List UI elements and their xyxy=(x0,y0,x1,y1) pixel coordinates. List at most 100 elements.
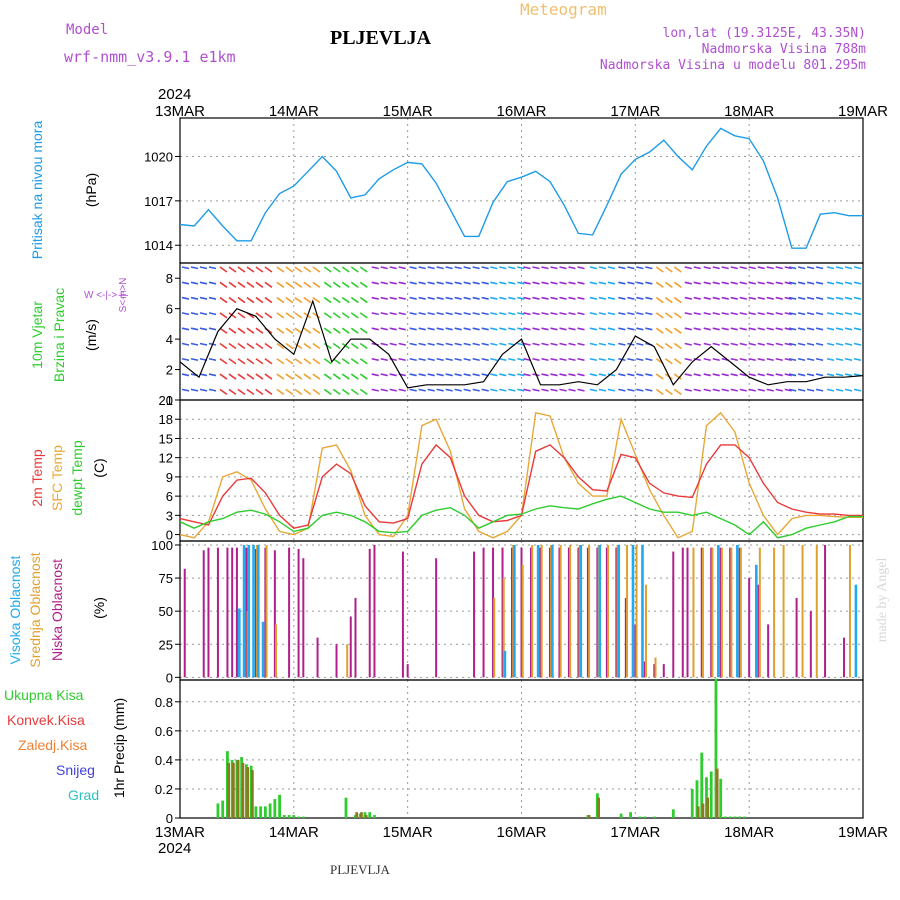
wind-barb xyxy=(589,281,598,285)
wind-barb xyxy=(199,266,208,270)
cloud-bar xyxy=(558,547,561,678)
wind-barb xyxy=(508,373,516,377)
cloud-bar xyxy=(848,544,851,678)
wind-barb xyxy=(532,327,540,331)
wind-barb xyxy=(285,281,294,288)
wind-barb xyxy=(359,358,368,365)
wind-barb xyxy=(237,327,246,334)
precip-bar xyxy=(597,797,600,818)
wind-barb xyxy=(389,281,397,285)
cloud-bar xyxy=(349,616,352,678)
wind-barb xyxy=(853,342,862,346)
wind-barb xyxy=(730,327,738,331)
wind-barb xyxy=(568,357,576,362)
precip-bar xyxy=(221,800,225,818)
wind-barb xyxy=(664,312,673,319)
wind-barb xyxy=(255,281,264,288)
wind-barb xyxy=(655,281,664,288)
wind-barb xyxy=(693,342,701,346)
wind-barb xyxy=(199,296,208,300)
precip-bar xyxy=(250,770,254,818)
wind-barb xyxy=(228,373,237,380)
wind-barb xyxy=(766,342,774,346)
wind-barb xyxy=(427,388,435,392)
wind-barb xyxy=(246,296,255,304)
wind-barb xyxy=(219,342,228,350)
wind-compass-vertical: S<-|->N xyxy=(118,278,129,313)
wind-barb xyxy=(797,357,806,362)
wind-barb xyxy=(673,312,682,319)
cloud-bar xyxy=(755,564,758,678)
wind-barb xyxy=(341,358,350,365)
wind-barb xyxy=(436,296,444,300)
wind-barb xyxy=(332,373,341,380)
wind-barb xyxy=(748,357,756,362)
precip-bar xyxy=(278,794,282,818)
wind-barb xyxy=(806,296,815,300)
precip-bar xyxy=(344,797,348,818)
precip-bar xyxy=(268,803,272,818)
wind-barb xyxy=(541,342,549,346)
wind-barb xyxy=(276,358,285,365)
wind-barb xyxy=(815,296,824,300)
wind-barb xyxy=(276,342,285,350)
wind-barb xyxy=(303,342,312,350)
wind-barb xyxy=(389,388,397,392)
precip-bar xyxy=(714,678,718,818)
cloud-bar xyxy=(567,547,570,678)
wind-barb xyxy=(645,373,653,377)
wind-barb xyxy=(784,327,792,331)
precip-bar xyxy=(241,762,245,818)
wind-barb xyxy=(853,327,862,331)
wind-barb xyxy=(541,296,549,300)
cloud-bar xyxy=(643,661,646,678)
wind-barb xyxy=(463,327,471,331)
wind-barb xyxy=(757,312,765,316)
wind-barb xyxy=(775,296,783,300)
wind-barb xyxy=(454,388,462,392)
precip-tick-label: 0.4 xyxy=(155,753,173,768)
wind-barb xyxy=(853,312,862,316)
wind-barb xyxy=(219,327,228,334)
wind-barb xyxy=(532,388,540,392)
wind-barb xyxy=(739,281,747,285)
wind-barb xyxy=(472,373,480,377)
time-label-top: 17MAR xyxy=(610,103,660,120)
wind-barb xyxy=(237,281,246,288)
cloud-tick-label: 25 xyxy=(159,637,173,652)
wind-barb xyxy=(577,388,585,392)
wind-barb xyxy=(418,296,426,300)
wind-barb xyxy=(312,373,321,380)
wind-barb xyxy=(721,373,729,377)
wind-barb xyxy=(703,388,711,392)
wind-barb xyxy=(264,296,273,304)
wind-barb xyxy=(294,266,303,273)
precip-bar xyxy=(297,816,300,818)
wind-barb xyxy=(712,327,720,331)
precip-bar xyxy=(706,797,710,818)
precip-bar xyxy=(227,762,231,818)
cloud-bar xyxy=(231,547,234,678)
wind-barb xyxy=(303,266,312,273)
wind-barb xyxy=(371,388,379,392)
wind-barb xyxy=(523,266,531,270)
wind-barb xyxy=(436,342,444,346)
temp-dewpt-line xyxy=(179,495,863,539)
wind-barb xyxy=(181,357,190,362)
wind-barb xyxy=(636,342,644,346)
wind-barb xyxy=(472,266,480,270)
wind-barb xyxy=(627,327,635,331)
wind-barb xyxy=(568,342,576,346)
wind-barb xyxy=(523,373,531,377)
cloud-bar xyxy=(569,544,572,678)
precip-bar xyxy=(629,812,632,818)
pressure-line xyxy=(179,127,863,249)
wind-barb xyxy=(550,357,558,362)
wind-barb xyxy=(285,266,294,273)
wind-barb xyxy=(312,358,321,365)
wind-barb xyxy=(844,373,853,377)
time-label-bottom: 17MAR xyxy=(610,824,660,841)
wind-barb xyxy=(454,281,462,285)
wind-barb xyxy=(323,296,332,304)
wind-barb xyxy=(797,373,806,377)
